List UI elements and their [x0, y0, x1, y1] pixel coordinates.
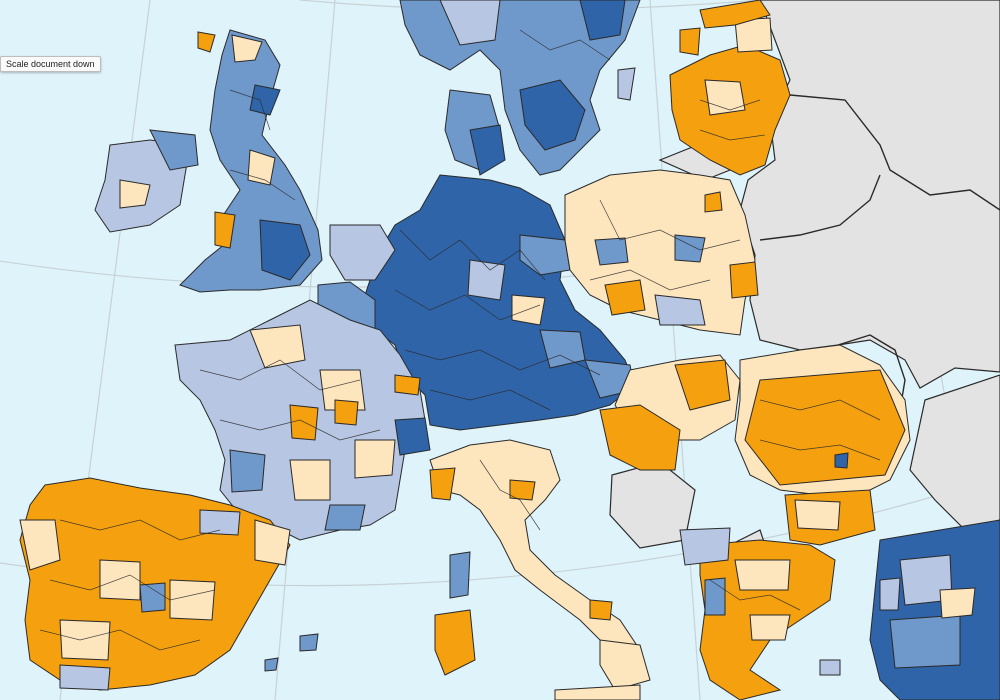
- poland: [564, 169, 759, 336]
- scandinavia: [399, 0, 641, 176]
- islands: [264, 633, 841, 676]
- central-europe: [317, 174, 636, 431]
- british-isles: [94, 29, 323, 293]
- france: [174, 299, 431, 541]
- region-outlines: [39, 29, 881, 651]
- iberia: [19, 477, 291, 691]
- country-borders-east: [759, 94, 1000, 411]
- tooltip: Scale document down: [0, 56, 101, 72]
- turkey: [869, 519, 1000, 700]
- balkans: [599, 344, 911, 700]
- italy: [429, 439, 651, 700]
